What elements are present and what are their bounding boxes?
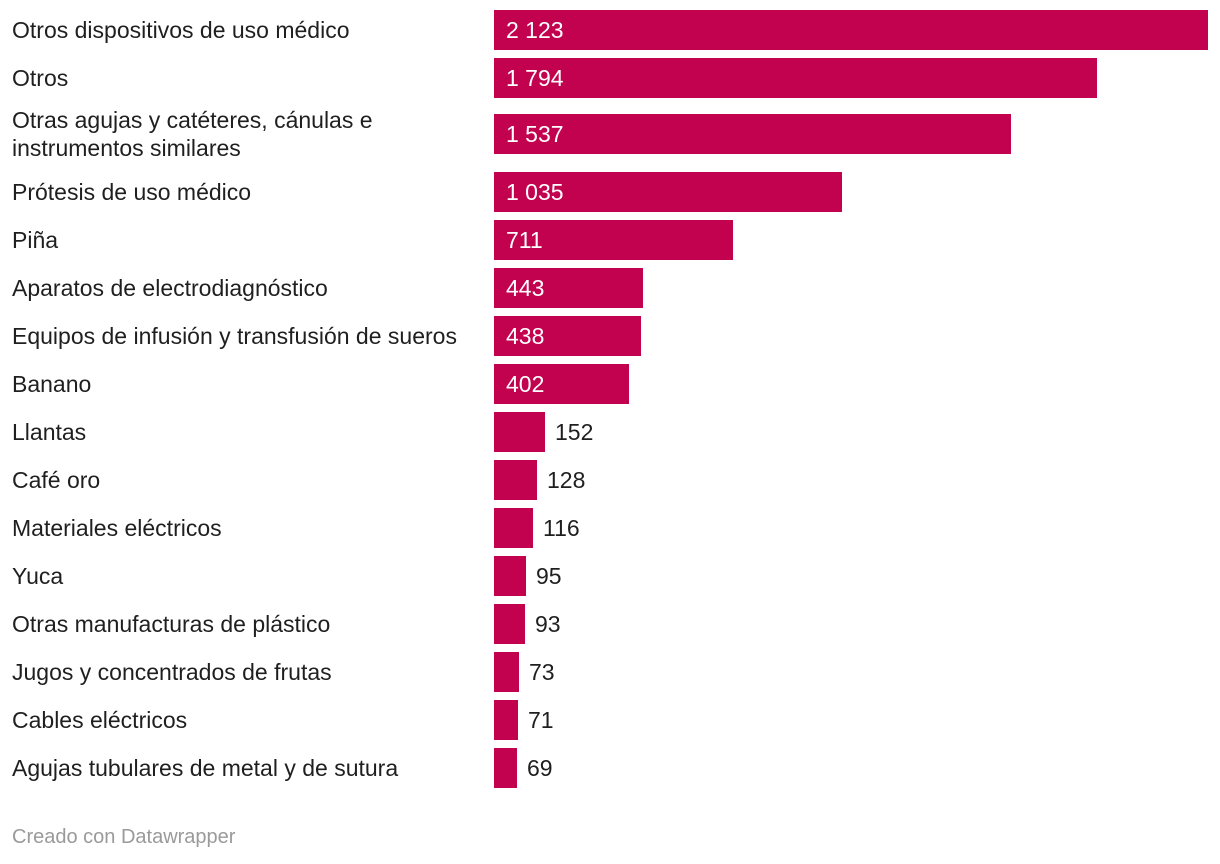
category-label: Jugos y concentrados de frutas <box>12 659 332 685</box>
value-label: 116 <box>543 515 580 541</box>
value-label: 443 <box>506 275 545 301</box>
value-label: 69 <box>527 755 553 781</box>
bar <box>494 364 629 404</box>
value-label: 711 <box>506 227 543 253</box>
value-label: 152 <box>555 419 594 445</box>
category-label: Llantas <box>12 419 87 445</box>
value-label: 73 <box>529 659 555 685</box>
category-label: Piña <box>12 227 59 253</box>
value-label: 1 794 <box>506 65 564 91</box>
category-label: Otros dispositivos de uso médico <box>12 17 350 43</box>
bar <box>494 460 537 500</box>
value-label: 2 123 <box>506 17 564 43</box>
category-label: Cables eléctricos <box>12 707 188 733</box>
bar <box>494 114 1011 154</box>
category-label: Equipos de infusión y transfusión de sue… <box>12 323 457 349</box>
category-label: Agujas tubulares de metal y de sutura <box>12 755 399 781</box>
value-label: 95 <box>536 563 562 589</box>
value-label: 402 <box>506 371 545 397</box>
bar <box>494 58 1097 98</box>
category-label: Aparatos de electrodiagnóstico <box>12 275 328 301</box>
value-label: 128 <box>547 467 586 493</box>
category-label: Otras agujas y catéteres, cánulas e inst… <box>12 107 373 161</box>
category-label: Materiales eléctricos <box>12 515 222 541</box>
bar <box>494 316 641 356</box>
bar <box>494 412 545 452</box>
value-label: 93 <box>535 611 561 637</box>
bar <box>494 172 842 212</box>
bar <box>494 508 533 548</box>
category-label: Yuca <box>12 563 64 589</box>
value-label: 1 035 <box>506 179 564 205</box>
bar <box>494 10 1208 50</box>
bar <box>494 652 519 692</box>
category-label: Prótesis de uso médico <box>12 179 252 205</box>
value-label: 1 537 <box>506 121 564 147</box>
category-label: Otras manufacturas de plástico <box>12 611 331 637</box>
bar <box>494 748 517 788</box>
bar <box>494 604 525 644</box>
bar <box>494 220 733 260</box>
footer-credit[interactable]: Creado con Datawrapper <box>12 826 236 848</box>
value-label: 71 <box>528 707 554 733</box>
category-label: Banano <box>12 371 92 397</box>
value-label: 438 <box>506 323 545 349</box>
bar <box>494 268 643 308</box>
category-label: Café oro <box>12 467 101 493</box>
bar <box>494 556 526 596</box>
bar <box>494 700 518 740</box>
category-label: Otros <box>12 65 69 91</box>
